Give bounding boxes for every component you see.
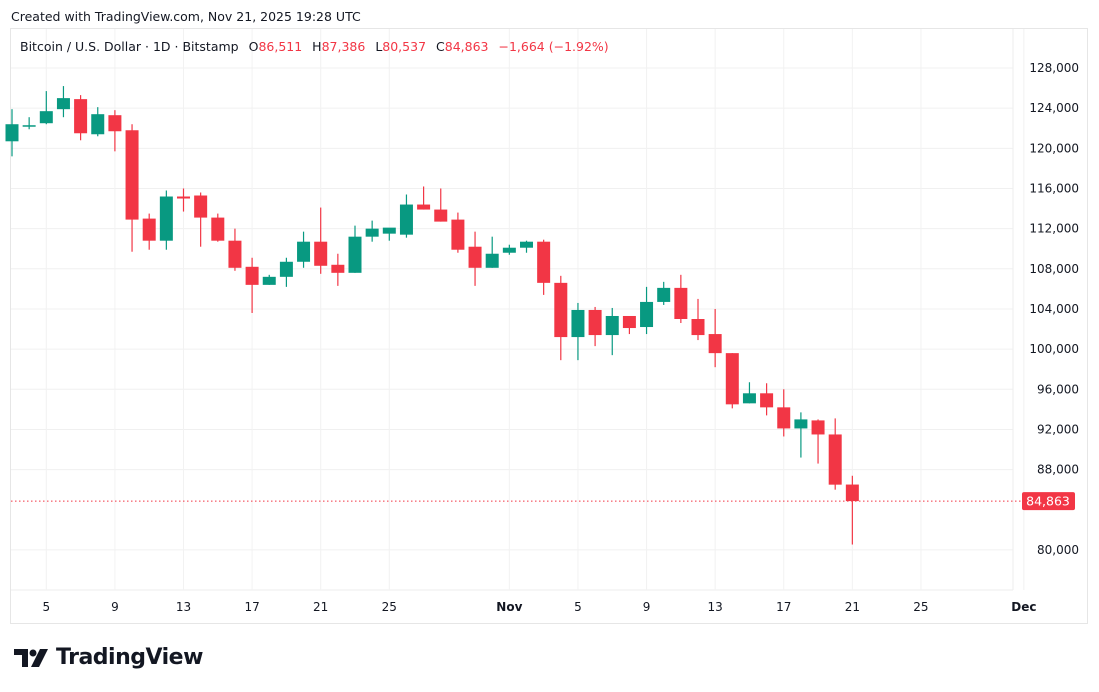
candle[interactable] bbox=[605, 307, 619, 356]
candle[interactable] bbox=[468, 231, 482, 286]
x-tick-label: 5 bbox=[42, 600, 50, 614]
candle[interactable] bbox=[348, 225, 362, 273]
candle[interactable] bbox=[571, 302, 585, 361]
candle[interactable] bbox=[399, 194, 413, 238]
close-label: C bbox=[436, 39, 445, 54]
candle[interactable] bbox=[794, 412, 808, 458]
candles bbox=[5, 86, 859, 545]
candle[interactable] bbox=[622, 315, 636, 335]
y-tick-label: 92,000 bbox=[1037, 422, 1079, 436]
candle[interactable] bbox=[742, 382, 756, 404]
tradingview-brand-text: TradingView bbox=[56, 645, 203, 670]
candle[interactable] bbox=[554, 275, 568, 361]
y-tick-label: 80,000 bbox=[1037, 543, 1079, 557]
candle[interactable] bbox=[828, 418, 842, 490]
close-value: 84,863 bbox=[444, 39, 489, 54]
candle[interactable] bbox=[588, 306, 602, 347]
candle[interactable] bbox=[640, 286, 654, 335]
candle[interactable] bbox=[417, 186, 431, 210]
y-tick-label: 108,000 bbox=[1029, 262, 1079, 276]
y-tick-label: 100,000 bbox=[1029, 342, 1079, 356]
candle[interactable] bbox=[502, 244, 516, 255]
x-tick-label: 13 bbox=[176, 600, 191, 614]
candle[interactable] bbox=[194, 192, 208, 247]
low-value: 80,537 bbox=[382, 39, 427, 54]
last-price-tag bbox=[1022, 492, 1075, 511]
candle[interactable] bbox=[314, 207, 328, 274]
candle[interactable] bbox=[708, 308, 722, 368]
candle[interactable] bbox=[691, 298, 705, 341]
candle[interactable] bbox=[74, 95, 88, 141]
x-tick-label: 21 bbox=[845, 600, 860, 614]
high-value: 87,386 bbox=[321, 39, 366, 54]
y-tick-label: 112,000 bbox=[1029, 222, 1079, 236]
candle[interactable] bbox=[262, 274, 276, 285]
candle[interactable] bbox=[177, 188, 190, 212]
candle[interactable] bbox=[434, 188, 448, 222]
candle[interactable] bbox=[5, 109, 19, 157]
candle[interactable] bbox=[485, 236, 499, 268]
x-tick-label: Dec bbox=[1011, 600, 1036, 614]
candle[interactable] bbox=[365, 220, 379, 242]
x-tick-label: 21 bbox=[313, 600, 328, 614]
candle[interactable] bbox=[777, 389, 791, 437]
x-tick-label: 17 bbox=[244, 600, 259, 614]
symbol-title: Bitcoin / U.S. Dollar · 1D · Bitstamp bbox=[20, 39, 239, 54]
candle[interactable] bbox=[142, 213, 156, 250]
open-value: 86,511 bbox=[258, 39, 303, 54]
y-tick-label: 96,000 bbox=[1037, 382, 1079, 396]
y-tick-label: 88,000 bbox=[1037, 463, 1079, 477]
candle[interactable] bbox=[382, 227, 396, 241]
candle[interactable] bbox=[211, 213, 225, 242]
candle[interactable] bbox=[125, 124, 139, 252]
candle[interactable] bbox=[159, 190, 173, 250]
x-tick-label: 13 bbox=[708, 600, 723, 614]
candle[interactable] bbox=[228, 228, 242, 271]
x-tick-label: 9 bbox=[643, 600, 651, 614]
y-tick-label: 120,000 bbox=[1029, 141, 1079, 155]
candle[interactable] bbox=[657, 281, 671, 305]
y-tick-label: 124,000 bbox=[1029, 101, 1079, 115]
symbol-legend: Bitcoin / U.S. Dollar · 1D · Bitstamp O8… bbox=[20, 39, 609, 54]
candle[interactable] bbox=[245, 257, 259, 313]
last-price-value: 84,863 bbox=[1026, 494, 1070, 509]
change-value: −1,664 (−1.92%) bbox=[498, 39, 609, 54]
candle[interactable] bbox=[811, 419, 825, 464]
created-with-text: Created with TradingView.com, Nov 21, 20… bbox=[11, 9, 361, 24]
candle[interactable] bbox=[108, 110, 122, 152]
candle[interactable] bbox=[22, 117, 36, 130]
candle[interactable] bbox=[725, 353, 739, 409]
high-label: H bbox=[312, 39, 322, 54]
y-tick-label: 104,000 bbox=[1029, 302, 1079, 316]
x-tick-label: 17 bbox=[776, 600, 791, 614]
candle[interactable] bbox=[520, 240, 533, 253]
candle[interactable] bbox=[845, 475, 859, 545]
chart-frame bbox=[10, 28, 1088, 624]
y-tick-label: 116,000 bbox=[1029, 181, 1079, 195]
candle[interactable] bbox=[297, 231, 311, 268]
x-tick-label: 9 bbox=[111, 600, 119, 614]
candle[interactable] bbox=[39, 91, 53, 125]
open-label: O bbox=[248, 39, 259, 54]
candle[interactable] bbox=[279, 257, 293, 287]
x-tick-label: 25 bbox=[382, 600, 397, 614]
candle[interactable] bbox=[56, 86, 70, 118]
low-label: L bbox=[375, 39, 383, 54]
candle[interactable] bbox=[674, 274, 688, 324]
candle[interactable] bbox=[91, 107, 105, 137]
x-tick-label: 5 bbox=[574, 600, 582, 614]
tradingview-logo[interactable]: TradingView bbox=[14, 645, 203, 670]
x-tick-label: Nov bbox=[496, 600, 522, 614]
x-tick-label: 25 bbox=[913, 600, 928, 614]
candle[interactable] bbox=[760, 383, 774, 416]
candle[interactable] bbox=[537, 239, 551, 295]
tradingview-logo-icon bbox=[14, 648, 48, 667]
candle[interactable] bbox=[331, 253, 345, 286]
candle[interactable] bbox=[451, 212, 465, 253]
y-tick-label: 128,000 bbox=[1029, 61, 1079, 75]
